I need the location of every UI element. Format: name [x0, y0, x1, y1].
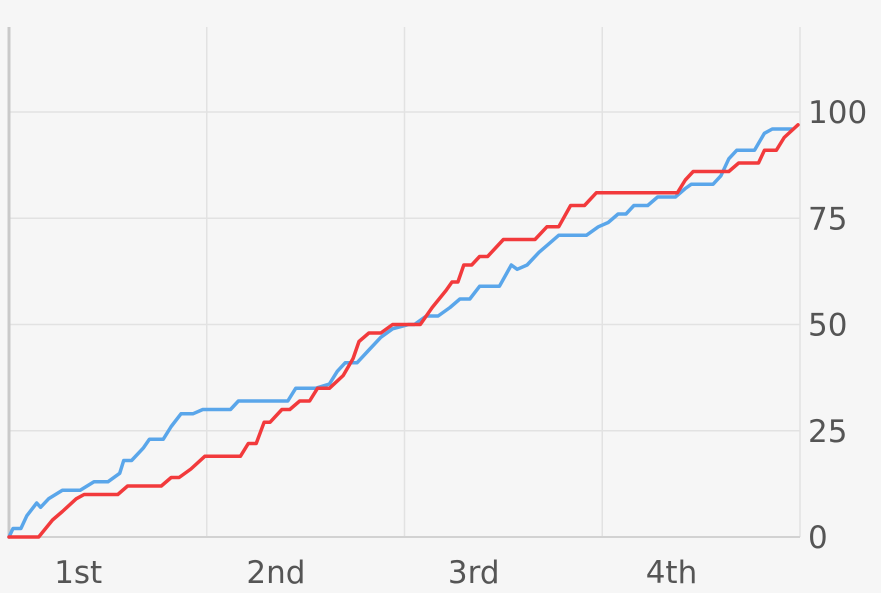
y-tick-label: 50	[808, 308, 847, 344]
x-tick-label: 3rd	[448, 555, 500, 591]
y-tick-label: 100	[808, 95, 867, 131]
tick-labels: 0 25 50 75 100 1st 2nd 3rd 4th	[54, 95, 867, 591]
y-tick-label: 25	[808, 414, 847, 450]
y-tick-label: 0	[808, 520, 828, 556]
x-tick-label: 2nd	[246, 555, 305, 591]
x-tick-label: 1st	[54, 555, 102, 591]
y-tick-label: 75	[808, 201, 847, 237]
series-layer	[7, 123, 800, 539]
series-line-1	[7, 127, 794, 539]
grid	[9, 27, 801, 538]
series-line-2	[7, 123, 800, 539]
x-tick-label: 4th	[646, 555, 698, 591]
